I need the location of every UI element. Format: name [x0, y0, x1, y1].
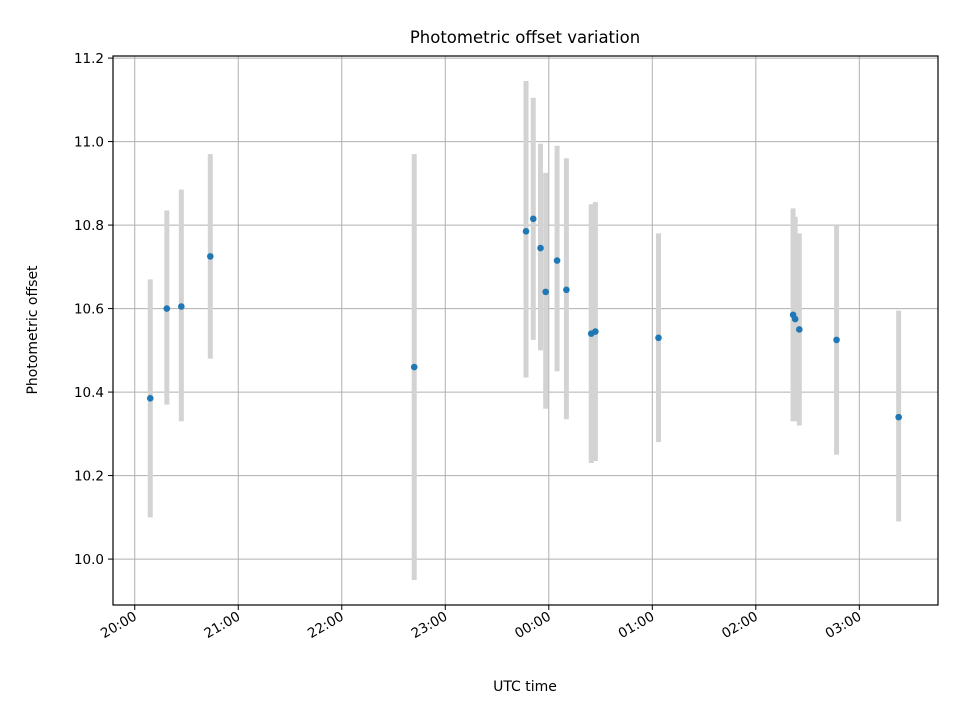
data-point	[163, 305, 171, 312]
y-tick-label: 10.4	[74, 385, 104, 401]
data-point	[655, 334, 662, 342]
data-point	[895, 413, 902, 421]
data-point	[529, 215, 537, 223]
y-tick-label: 10.8	[74, 218, 104, 234]
data-point	[592, 328, 599, 335]
chart-title: Photometric offset variation	[410, 28, 640, 47]
y-tick-label: 10.0	[74, 552, 104, 568]
data-point	[410, 363, 418, 371]
data-point	[178, 303, 185, 310]
y-tick-label: 11.2	[74, 51, 104, 67]
data-point	[207, 253, 214, 260]
data-point	[553, 257, 561, 264]
y-tick-label: 11.0	[74, 135, 104, 151]
data-point	[522, 228, 530, 235]
plot-frame	[112, 55, 939, 606]
x-axis-label: UTC time	[493, 679, 557, 695]
data-point	[833, 336, 840, 344]
data-point	[563, 286, 570, 294]
y-tick-label: 10.6	[74, 302, 104, 318]
y-tick-label: 10.2	[74, 469, 104, 485]
y-axis-ticks: 10.0 10.2 10.4 10.6 10.8 11.0 11.2	[74, 51, 113, 568]
data-points	[146, 215, 902, 421]
data-point	[146, 395, 154, 402]
y-axis-label: Photometric offset	[25, 265, 41, 395]
data-point	[791, 315, 799, 323]
data-point	[542, 288, 549, 296]
data-point	[795, 326, 803, 333]
data-point	[537, 244, 544, 252]
